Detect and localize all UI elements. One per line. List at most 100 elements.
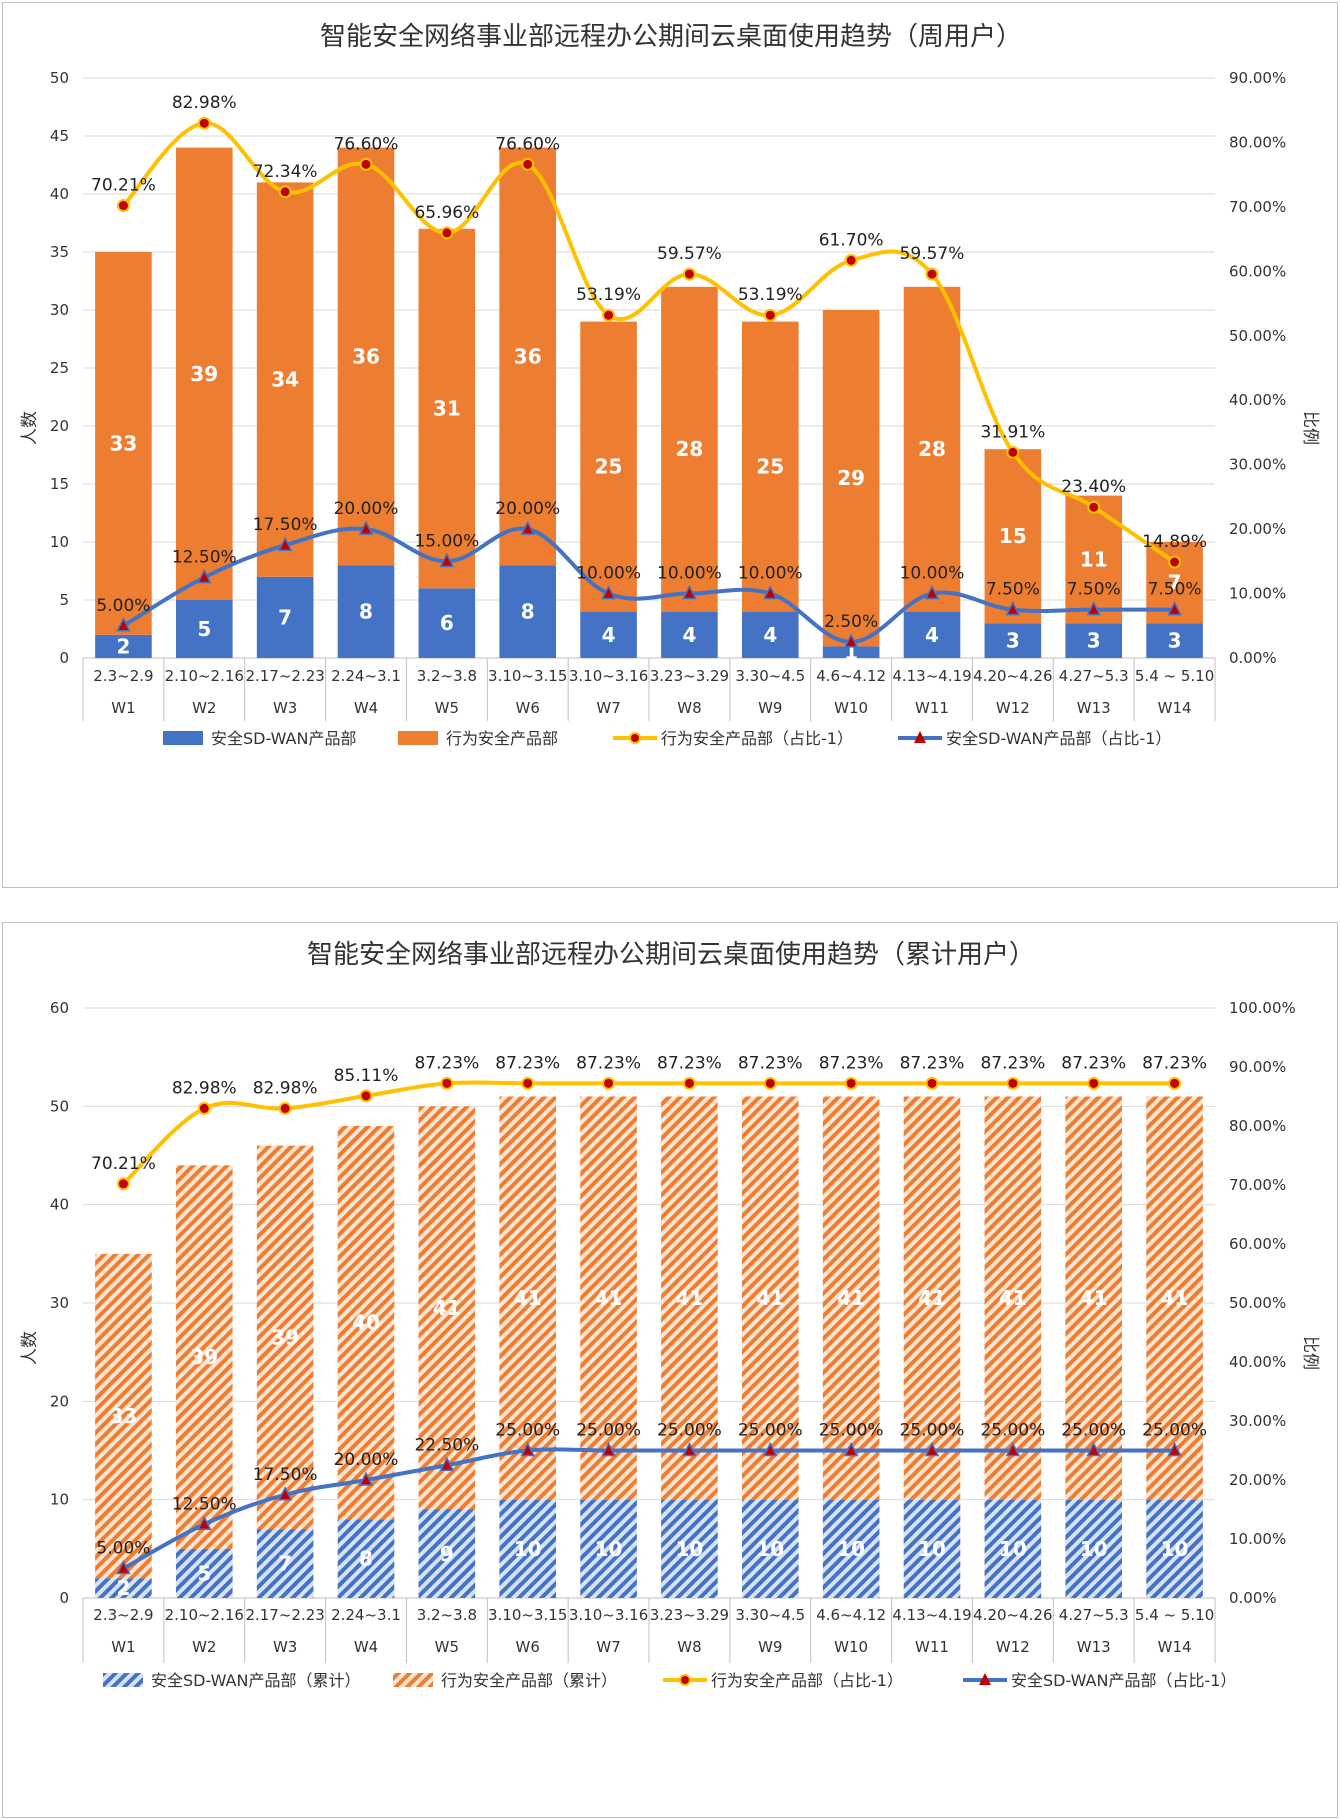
data-label-behavior-ratio: 23.40% <box>1061 477 1126 497</box>
x-tick-label: W9 <box>758 699 782 717</box>
line-point-sdwan-ratio <box>924 584 940 600</box>
bar-segment-behavior <box>175 1165 233 1549</box>
bar-value-label-sdwan: 10 <box>999 1537 1027 1561</box>
x-tick-date-range: 4.6~4.12 <box>816 1606 886 1624</box>
bar-segment-behavior <box>1065 1096 1123 1500</box>
x-tick-label: W7 <box>596 699 620 717</box>
y2-tick-label: 100.00% <box>1229 999 1296 1017</box>
bar-segment-behavior <box>95 252 152 635</box>
x-tick-date-range: 2.10~2.16 <box>165 667 244 685</box>
line-point-sdwan-ratio <box>601 1441 616 1457</box>
y2-tick-label: 20.00% <box>1229 1471 1286 1489</box>
line-point-behavior-ratio <box>1087 500 1101 514</box>
bar-value-label-sdwan: 10 <box>676 1537 704 1561</box>
x-tick-date-range: 4.13~4.19 <box>892 1606 971 1624</box>
line-point-behavior-ratio <box>1006 445 1020 459</box>
x-tick-date-range: 3.10~3.16 <box>569 667 648 685</box>
bar-value-label-sdwan: 5 <box>197 617 211 641</box>
bar-segment-behavior <box>903 1096 961 1500</box>
y-tick-label: 60 <box>50 999 69 1017</box>
x-tick-label: W2 <box>192 699 216 717</box>
bar-value-label-sdwan: 8 <box>359 1547 373 1571</box>
line-point-sdwan-ratio <box>1086 600 1101 616</box>
legend-label: 行为安全产品部 <box>446 729 558 748</box>
bar-value-label-sdwan: 5 <box>197 1561 211 1585</box>
x-tick-date-range: 2.10~2.16 <box>165 1606 244 1624</box>
legend-marker-sdwan-ratio <box>979 1673 991 1685</box>
x-tick-date-range: 2.24~3.1 <box>331 667 401 685</box>
bar-value-label-behavior: 41 <box>1080 1286 1108 1310</box>
bar-value-label-sdwan: 2 <box>116 1576 130 1600</box>
data-label-behavior-ratio: 59.57% <box>900 244 965 264</box>
bar-value-label-behavior: 33 <box>110 1404 138 1428</box>
line-point-behavior-ratio <box>925 1076 939 1090</box>
x-tick-date-range: 4.20~4.26 <box>973 667 1052 685</box>
line-point-sdwan-ratio <box>197 1515 212 1530</box>
cumulative-users-chart: 智能安全网络事业部远程办公期间云桌面使用趋势（累计用户） 人数 比例 01020… <box>20 940 1320 1690</box>
bar-segment-sdwan <box>1146 623 1203 658</box>
line-point-behavior-ratio <box>844 1076 858 1090</box>
bar-value-label-behavior: 41 <box>756 1286 784 1310</box>
data-label-sdwan-ratio: 17.50% <box>253 1465 318 1485</box>
bar-value-label-sdwan: 4 <box>763 623 777 647</box>
bar-segment-sdwan <box>741 611 799 658</box>
x-tick-label: W10 <box>834 699 868 717</box>
data-label-sdwan-ratio: 7.50% <box>1148 580 1202 600</box>
data-label-sdwan-ratio: 25.00% <box>576 1421 641 1441</box>
x-tick-label: W8 <box>677 699 701 717</box>
x-tick-label: W14 <box>1158 699 1192 717</box>
bar-value-label-behavior: 15 <box>999 524 1027 548</box>
line-point-behavior-ratio <box>278 1101 292 1115</box>
bar-segment-behavior <box>741 1096 799 1500</box>
data-label-sdwan-ratio: 7.50% <box>986 580 1040 600</box>
y-tick-label: 30 <box>50 301 69 319</box>
bar-segment-behavior <box>822 1096 880 1500</box>
bar-segment-sdwan <box>256 576 314 658</box>
y-tick-label: 25 <box>50 359 69 377</box>
y2-axis-label: 比例 <box>1300 411 1320 445</box>
bar-value-label-sdwan: 10 <box>1161 1537 1189 1561</box>
data-label-sdwan-ratio: 22.50% <box>414 1435 479 1455</box>
line-point-behavior-ratio <box>116 1177 130 1191</box>
data-label-behavior-ratio: 82.98% <box>253 1078 318 1098</box>
bar-segment-behavior <box>984 449 1042 624</box>
y-tick-label: 5 <box>59 591 69 609</box>
x-tick-date-range: 4.6~4.12 <box>816 667 886 685</box>
legend-swatch-behavior <box>393 1673 433 1687</box>
line-point-behavior-ratio <box>440 226 454 240</box>
y2-tick-label: 30.00% <box>1229 456 1286 474</box>
bar-segment-sdwan <box>1065 623 1123 658</box>
x-tick-label: W3 <box>273 1638 297 1656</box>
bar-value-label-behavior: 29 <box>837 466 865 490</box>
bar-segment-behavior <box>499 1096 557 1500</box>
bar-value-label-behavior: 25 <box>756 455 784 479</box>
x-tick-date-range: 3.10~3.15 <box>488 667 567 685</box>
bar-segment-sdwan <box>580 611 637 658</box>
data-label-sdwan-ratio: 25.00% <box>819 1421 884 1441</box>
data-label-behavior-ratio: 65.96% <box>414 203 479 223</box>
y2-tick-label: 50.00% <box>1229 327 1286 345</box>
x-tick-date-range: 5.4 ~ 5.10 <box>1135 667 1214 685</box>
data-label-behavior-ratio: 87.23% <box>1142 1053 1207 1073</box>
line-point-sdwan-ratio <box>358 520 374 535</box>
data-label-behavior-ratio: 87.23% <box>1061 1053 1126 1073</box>
x-tick-date-range: 3.30~4.5 <box>735 1606 805 1624</box>
y-tick-label: 45 <box>50 127 69 145</box>
data-label-behavior-ratio: 72.34% <box>253 162 318 182</box>
legend-swatch-sdwan <box>103 1673 143 1687</box>
line-point-behavior-ratio <box>359 1089 373 1103</box>
bar-value-label-behavior: 34 <box>271 368 299 392</box>
bar-value-label-behavior: 41 <box>837 1286 865 1310</box>
bar-segment-sdwan <box>822 1499 880 1598</box>
data-label-sdwan-ratio: 10.00% <box>900 564 965 584</box>
bar-segment-sdwan <box>337 1519 395 1598</box>
bar-segment-behavior <box>256 1145 314 1530</box>
bar-segment-sdwan <box>499 1499 557 1598</box>
y2-tick-label: 50.00% <box>1229 1294 1286 1312</box>
bar-segment-sdwan <box>580 1499 637 1598</box>
bar-segment-sdwan <box>175 600 233 658</box>
line-point-sdwan-ratio <box>520 1441 535 1457</box>
y-tick-label: 10 <box>50 1491 69 1509</box>
x-tick-label: W6 <box>516 1638 540 1656</box>
x-tick-label: W10 <box>834 1638 868 1656</box>
